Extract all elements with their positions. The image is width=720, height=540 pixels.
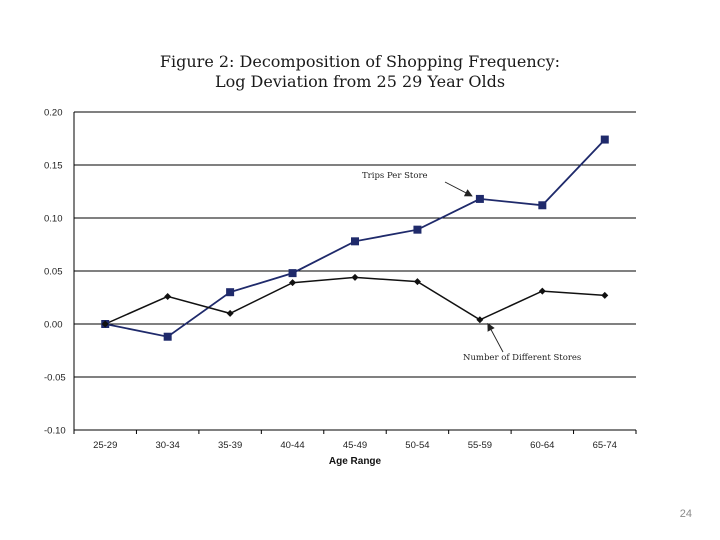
marker-square [351,237,359,246]
marker-diamond [538,287,546,295]
marker-square [288,269,297,278]
axes [73,112,637,434]
y-tick-label: 0.05 [44,267,63,278]
marker-diamond [601,291,609,299]
x-tick-label: 30-34 [156,440,180,451]
y-tick-label: 0.00 [44,320,63,331]
marker-square [226,288,235,297]
marker-diamond [101,320,109,328]
y-tick-label: 0.10 [44,214,63,225]
marker-diamond [351,273,359,281]
chart-title-line-1: Figure 2: Decomposition of Shopping Freq… [159,52,561,71]
x-tick-label: 35-39 [218,440,242,451]
x-tick-label: 60-64 [530,440,554,451]
marker-square [538,201,547,210]
marker-diamond [413,278,421,286]
grid-lines [74,111,636,431]
marker-diamond [164,292,172,300]
x-tick-label: 65-74 [593,440,617,451]
x-tick-label: 45-49 [343,440,367,451]
y-tick-label: 0.15 [44,161,63,172]
marker-diamond [289,279,297,287]
y-tick-label: -0.05 [44,373,66,384]
annotation-number-of-different-stores: Number of Different Stores [463,353,581,363]
annotation-arrow [487,322,504,353]
x-tick-label: 50-54 [405,440,429,451]
marker-square [475,194,484,203]
x-tick-label: 40-44 [280,440,304,451]
tick-labels: 0.20 0.15 0.10 0.05 0.00 -0.05 -0.10 25-29 30-34… [44,108,617,468]
marker-square [600,135,609,144]
x-tick-label: 55-59 [468,440,492,451]
page-number: 24 [679,508,692,520]
x-axis-title: Age Range [329,456,382,467]
marker-square [163,332,172,341]
annotations: Trips Per Store Number of Different Store… [362,171,581,363]
chart-title-line-2: Log Deviation from 25 29 Year Olds [214,72,506,91]
y-tick-label: 0.20 [44,108,63,119]
series-line-number-of-different-stores [104,276,605,325]
marker-square [413,225,422,234]
series-markers [101,135,609,341]
annotation-trips-per-store: Trips Per Store [362,171,428,181]
marker-diamond [226,309,234,317]
marker-diamond [476,316,484,324]
annotation-arrow [444,181,473,197]
y-tick-label: -0.10 [44,426,66,437]
x-tick-label: 25-29 [93,440,117,451]
